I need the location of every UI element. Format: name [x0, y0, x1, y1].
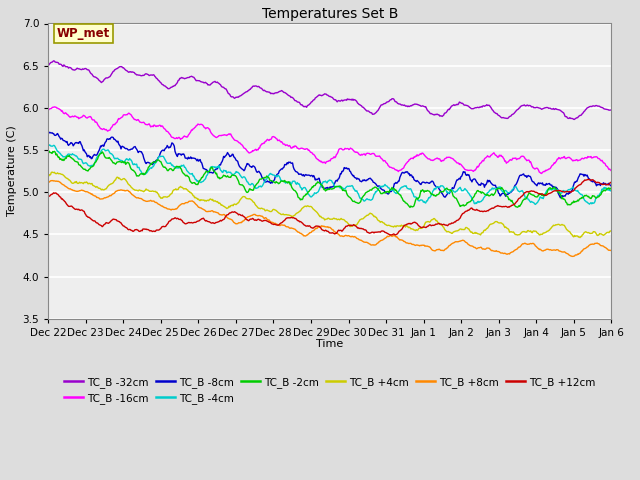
TC_B -16cm	[51, 104, 58, 110]
TC_B +8cm	[568, 253, 576, 259]
TC_B -32cm	[607, 107, 615, 113]
TC_B -16cm	[607, 168, 615, 174]
Line: TC_B -4cm: TC_B -4cm	[48, 145, 611, 204]
TC_B -8cm	[557, 195, 564, 201]
TC_B +8cm	[200, 207, 208, 213]
TC_B +12cm	[584, 177, 592, 182]
TC_B -2cm	[45, 148, 52, 154]
TC_B -2cm	[399, 197, 407, 203]
Line: TC_B +12cm: TC_B +12cm	[48, 180, 611, 235]
TC_B +8cm	[44, 180, 52, 186]
TC_B -32cm	[399, 102, 407, 108]
TC_B -2cm	[200, 171, 208, 177]
TC_B -32cm	[415, 103, 423, 108]
Title: Temperatures Set B: Temperatures Set B	[262, 7, 398, 21]
TC_B -4cm	[399, 184, 407, 190]
TC_B -16cm	[170, 135, 178, 141]
TC_B -8cm	[399, 169, 407, 175]
TC_B +8cm	[415, 243, 423, 249]
TC_B -2cm	[170, 166, 178, 172]
TC_B -16cm	[44, 108, 52, 113]
TC_B +8cm	[55, 179, 63, 185]
TC_B -2cm	[113, 159, 121, 165]
TC_B +4cm	[44, 174, 52, 180]
Line: TC_B +8cm: TC_B +8cm	[48, 180, 611, 256]
Legend: TC_B -32cm, TC_B -16cm, TC_B -8cm, TC_B -4cm, TC_B -2cm, TC_B +4cm, TC_B +8cm, T: TC_B -32cm, TC_B -16cm, TC_B -8cm, TC_B …	[60, 372, 600, 408]
TC_B -4cm	[200, 177, 208, 183]
TC_B -16cm	[399, 166, 407, 171]
TC_B +12cm	[44, 194, 52, 200]
TC_B +8cm	[49, 178, 57, 183]
TC_B +8cm	[170, 206, 178, 212]
TC_B -32cm	[113, 66, 121, 72]
TC_B -2cm	[607, 186, 615, 192]
TC_B -32cm	[571, 117, 579, 122]
TC_B -8cm	[607, 183, 615, 189]
TC_B +8cm	[113, 188, 121, 194]
Line: TC_B -8cm: TC_B -8cm	[48, 132, 611, 198]
TC_B +4cm	[576, 235, 584, 240]
X-axis label: Time: Time	[316, 339, 344, 349]
TC_B -16cm	[200, 124, 208, 130]
TC_B -4cm	[44, 143, 52, 148]
TC_B +4cm	[55, 171, 63, 177]
TC_B -16cm	[415, 152, 423, 157]
TC_B +4cm	[415, 225, 423, 231]
TC_B -16cm	[113, 119, 121, 125]
TC_B -4cm	[55, 150, 63, 156]
TC_B +4cm	[607, 228, 615, 233]
TC_B -16cm	[538, 170, 545, 176]
TC_B -8cm	[113, 139, 121, 145]
TC_B -2cm	[44, 148, 52, 154]
TC_B +12cm	[170, 216, 177, 222]
TC_B +4cm	[170, 187, 178, 192]
TC_B +8cm	[399, 238, 407, 243]
Line: TC_B +4cm: TC_B +4cm	[48, 172, 611, 238]
TC_B -32cm	[44, 62, 52, 68]
TC_B -4cm	[607, 189, 615, 194]
TC_B -4cm	[170, 164, 178, 169]
TC_B +4cm	[48, 169, 56, 175]
TC_B +12cm	[607, 179, 615, 185]
TC_B -8cm	[170, 143, 178, 149]
TC_B +12cm	[113, 217, 120, 223]
Y-axis label: Temperature (C): Temperature (C)	[7, 126, 17, 216]
Line: TC_B -16cm: TC_B -16cm	[48, 107, 611, 173]
TC_B +8cm	[607, 248, 615, 253]
Text: WP_met: WP_met	[56, 27, 110, 40]
TC_B +4cm	[113, 174, 121, 180]
Line: TC_B -32cm: TC_B -32cm	[48, 61, 611, 120]
TC_B -32cm	[170, 83, 178, 88]
TC_B -32cm	[55, 61, 63, 67]
TC_B -32cm	[50, 58, 58, 64]
TC_B +12cm	[415, 224, 423, 229]
TC_B -8cm	[200, 166, 208, 171]
TC_B +12cm	[391, 232, 399, 238]
TC_B -8cm	[415, 180, 423, 186]
TC_B +12cm	[200, 215, 207, 221]
TC_B -4cm	[532, 202, 540, 207]
TC_B -2cm	[417, 191, 424, 197]
TC_B -2cm	[55, 154, 63, 160]
TC_B -32cm	[200, 80, 208, 86]
TC_B +4cm	[399, 223, 407, 229]
TC_B +12cm	[54, 192, 62, 198]
TC_B -8cm	[55, 133, 63, 139]
TC_B +12cm	[399, 224, 407, 230]
TC_B -4cm	[113, 156, 121, 161]
TC_B -4cm	[415, 198, 423, 204]
TC_B -8cm	[46, 130, 54, 135]
Line: TC_B -2cm: TC_B -2cm	[48, 151, 611, 207]
TC_B -4cm	[46, 142, 54, 148]
TC_B -2cm	[406, 204, 414, 210]
TC_B -16cm	[55, 106, 63, 112]
TC_B +4cm	[200, 197, 208, 203]
TC_B -8cm	[44, 130, 52, 136]
